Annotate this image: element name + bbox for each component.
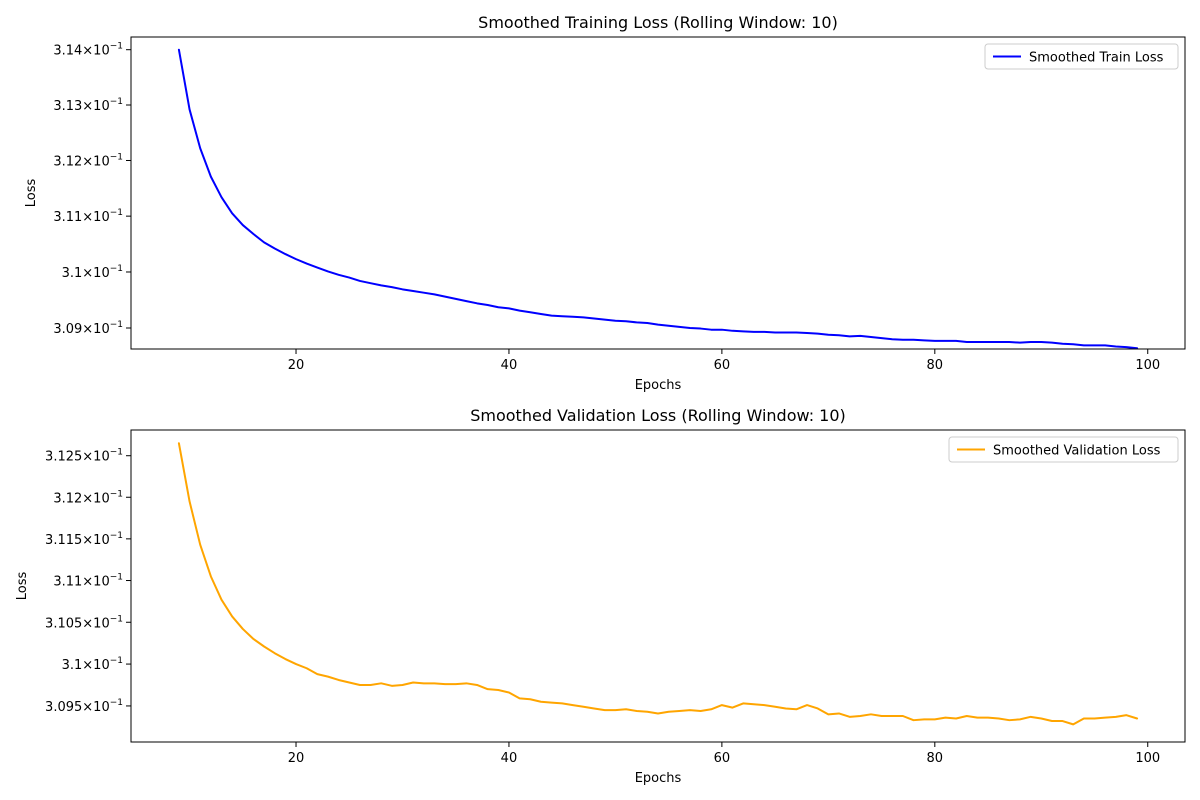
y-tick-base: 10: [93, 575, 110, 590]
x-tick-label: 80: [927, 358, 944, 373]
chart-title: Smoothed Training Loss (Rolling Window: …: [478, 13, 838, 32]
y-tick-label: 3.125×10−1: [45, 448, 123, 465]
y-tick-label: 3.12×10−1: [53, 152, 123, 169]
x-tick-label: 40: [501, 751, 518, 766]
y-tick-exponent: −1: [110, 97, 123, 107]
series-line-1: [177, 442, 1139, 726]
x-tick-label: 20: [288, 358, 305, 373]
y-tick-exponent: −1: [110, 208, 123, 218]
chart-1: 20 40 60 80 1003.09×10−13.1×10−13.11×10−13.1…: [24, 13, 1186, 393]
y-tick-base: 10: [93, 322, 110, 337]
y-tick-label: 3.105×10−1: [45, 614, 123, 631]
y-tick-mantissa: 3.115: [45, 533, 82, 548]
x-tick-label: 100: [1135, 358, 1160, 373]
y-tick-label: 3.095×10−1: [45, 698, 123, 715]
y-tick-exponent: −1: [110, 264, 123, 274]
y-tick-times: ×: [82, 491, 93, 506]
y-tick-mantissa: 3.14: [53, 44, 82, 59]
legend: Smoothed Validation Loss: [948, 436, 1179, 463]
y-tick-label: 3.1×10−1: [62, 656, 123, 673]
y-tick-times: ×: [82, 658, 93, 673]
y-tick-times: ×: [82, 44, 93, 59]
y-tick-exponent: −1: [110, 573, 123, 583]
y-tick-exponent: −1: [110, 614, 123, 624]
y-tick-mantissa: 3.13: [53, 99, 82, 114]
y-tick-mantissa: 3.125: [45, 450, 82, 465]
y-tick-times: ×: [82, 616, 93, 631]
y-tick-base: 10: [93, 44, 110, 59]
y-axis-label: Loss: [24, 179, 39, 208]
y-tick-label: 3.13×10−1: [53, 97, 123, 114]
y-tick-base: 10: [93, 99, 110, 114]
y-tick-base: 10: [93, 533, 110, 548]
y-tick-base: 10: [93, 491, 110, 506]
chart-title: Smoothed Validation Loss (Rolling Window…: [470, 406, 846, 425]
y-tick-base: 10: [93, 450, 110, 465]
y-tick-times: ×: [82, 322, 93, 337]
legend: Smoothed Train Loss: [984, 43, 1179, 70]
y-tick-exponent: −1: [110, 531, 123, 541]
plots: 20 40 60 80 1003.09×10−13.1×10−13.11×10−13.1…: [15, 13, 1186, 786]
y-tick-times: ×: [82, 700, 93, 715]
y-tick-label: 3.12×10−1: [53, 489, 123, 506]
series-line-1: [177, 48, 1139, 350]
y-tick-exponent: −1: [110, 698, 123, 708]
y-tick-mantissa: 3.105: [45, 616, 82, 631]
y-tick-times: ×: [82, 210, 93, 225]
legend-box: [984, 43, 1179, 70]
y-tick-exponent: −1: [110, 42, 123, 52]
y-tick-times: ×: [82, 450, 93, 465]
y-tick-label: 3.11×10−1: [53, 208, 123, 225]
x-tick-label: 100: [1135, 751, 1160, 766]
legend-label-1: Smoothed Validation Loss: [993, 444, 1161, 459]
y-tick-exponent: −1: [110, 489, 123, 499]
y-tick-mantissa: 3.11: [53, 575, 82, 590]
y-tick-base: 10: [93, 700, 110, 715]
y-tick-times: ×: [82, 99, 93, 114]
y-tick-exponent: −1: [110, 656, 123, 666]
y-tick-exponent: −1: [110, 152, 123, 162]
x-tick-label: 60: [714, 358, 731, 373]
y-tick-label: 3.11×10−1: [53, 573, 123, 590]
y-axis-label: Loss: [15, 572, 30, 601]
legend-box: [948, 436, 1179, 463]
y-tick-exponent: −1: [110, 320, 123, 330]
y-tick-mantissa: 3.12: [53, 491, 82, 506]
y-tick-mantissa: 3.11: [53, 210, 82, 225]
axes-frame: [130, 429, 1186, 743]
x-axis-label: Epochs: [635, 378, 682, 393]
y-tick-label: 3.1×10−1: [62, 264, 123, 281]
legend-label-1: Smoothed Train Loss: [1029, 51, 1164, 66]
y-tick-exponent: −1: [110, 448, 123, 458]
y-tick-label: 3.115×10−1: [45, 531, 123, 548]
y-tick-base: 10: [93, 658, 110, 673]
axes-frame: [130, 36, 1186, 350]
x-tick-label: 20: [288, 751, 305, 766]
y-tick-label: 3.09×10−1: [53, 320, 123, 337]
y-tick-mantissa: 3.095: [45, 700, 82, 715]
y-tick-base: 10: [93, 210, 110, 225]
y-tick-times: ×: [82, 533, 93, 548]
y-tick-base: 10: [93, 616, 110, 631]
y-tick-label: 3.14×10−1: [53, 42, 123, 59]
x-tick-label: 80: [927, 751, 944, 766]
y-tick-mantissa: 3.1: [62, 658, 83, 673]
y-tick-times: ×: [82, 575, 93, 590]
y-tick-mantissa: 3.09: [53, 322, 82, 337]
x-tick-label: 60: [714, 751, 731, 766]
y-tick-base: 10: [93, 266, 110, 281]
y-tick-times: ×: [82, 266, 93, 281]
x-axis-label: Epochs: [635, 771, 682, 786]
chart-2: 20 40 60 80 1003.095×10−13.1×10−13.105×10−13…: [15, 406, 1186, 786]
y-tick-mantissa: 3.12: [53, 154, 82, 169]
y-tick-mantissa: 3.1: [62, 266, 83, 281]
y-tick-times: ×: [82, 154, 93, 169]
x-tick-label: 40: [501, 358, 518, 373]
y-tick-base: 10: [93, 154, 110, 169]
